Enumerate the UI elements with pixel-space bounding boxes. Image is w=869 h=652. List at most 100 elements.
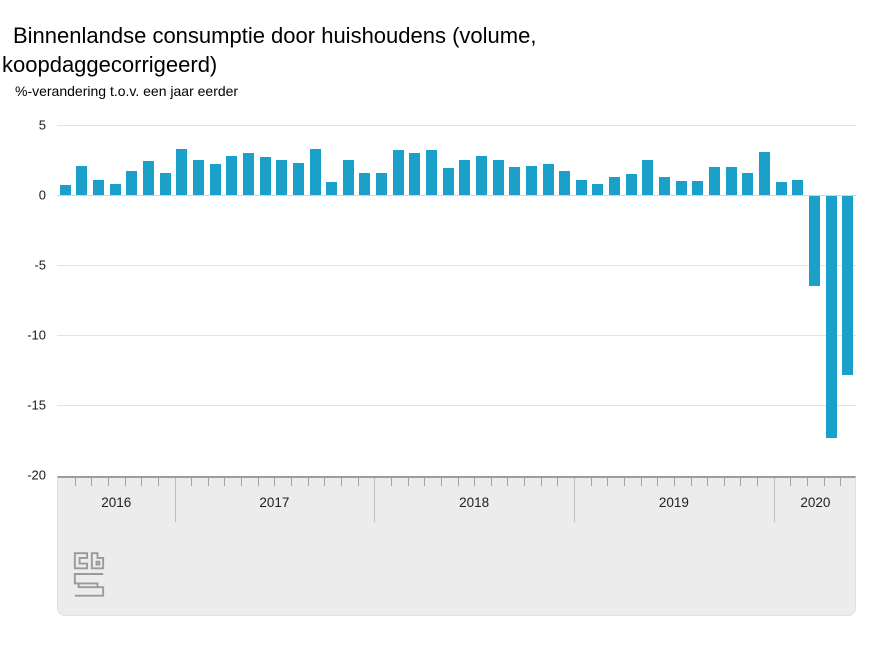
month-tick (440, 478, 442, 486)
bar[interactable] (426, 150, 438, 195)
y-axis-tick-label: -15 (27, 397, 46, 413)
bar[interactable] (259, 157, 271, 195)
bar[interactable] (692, 181, 704, 195)
bar[interactable] (93, 179, 105, 195)
bar[interactable] (592, 183, 604, 195)
plot-area (57, 120, 856, 476)
bar[interactable] (143, 161, 155, 195)
cbs-logo (73, 552, 105, 597)
bar[interactable] (792, 179, 804, 195)
month-tick (91, 478, 93, 486)
month-tick (424, 478, 426, 486)
month-tick (707, 478, 709, 486)
y-axis-tick-label: -20 (27, 467, 46, 483)
month-tick (557, 478, 559, 486)
month-tick (823, 478, 825, 486)
y-axis-tick-label: -5 (34, 257, 46, 273)
bar[interactable] (392, 150, 404, 195)
month-tick (673, 478, 675, 486)
bar[interactable] (758, 151, 770, 195)
bar[interactable] (725, 167, 737, 195)
bar[interactable] (342, 160, 354, 195)
bar[interactable] (709, 167, 720, 195)
month-tick (241, 478, 243, 486)
bar[interactable] (825, 196, 837, 439)
month-tick (457, 478, 459, 486)
year-label: 2020 (800, 495, 831, 510)
bar[interactable] (575, 179, 587, 195)
year-divider (374, 478, 376, 522)
month-tick (640, 478, 642, 486)
bar[interactable] (659, 176, 671, 195)
bar[interactable] (226, 155, 238, 195)
month-tick (274, 478, 276, 486)
bar[interactable] (642, 160, 654, 195)
bar[interactable] (542, 164, 554, 195)
bar[interactable] (775, 182, 787, 195)
month-tick (757, 478, 759, 486)
chart-title: Binnenlandse consumptie door huishoudens… (2, 22, 537, 77)
month-tick (124, 478, 126, 486)
month-tick (607, 478, 609, 486)
bar[interactable] (509, 167, 521, 195)
y-axis-tick-label: -10 (27, 327, 46, 343)
bar[interactable] (842, 196, 854, 376)
month-tick (540, 478, 542, 486)
cbs-logo-c (73, 552, 89, 570)
bar[interactable] (292, 162, 304, 195)
bar[interactable] (376, 172, 388, 195)
bar[interactable] (492, 160, 504, 195)
month-tick (407, 478, 409, 486)
bar[interactable] (276, 160, 288, 195)
month-tick (790, 478, 792, 486)
month-tick (107, 478, 109, 486)
bar[interactable] (192, 160, 204, 195)
zero-gridline (57, 195, 856, 196)
bar[interactable] (326, 182, 338, 195)
bar[interactable] (176, 148, 188, 195)
bar[interactable] (309, 148, 321, 195)
year-label: 2016 (101, 495, 132, 510)
year-label: 2019 (658, 495, 689, 510)
month-tick (257, 478, 259, 486)
month-tick (657, 478, 659, 486)
bar[interactable] (359, 172, 371, 195)
month-tick (191, 478, 193, 486)
month-tick (157, 478, 159, 486)
bar[interactable] (409, 153, 421, 195)
month-tick (490, 478, 492, 486)
bar[interactable] (625, 174, 637, 195)
month-tick (207, 478, 209, 486)
bar[interactable] (459, 160, 471, 195)
month-tick (723, 478, 725, 486)
y-axis-unit-label: %-verandering t.o.v. een jaar eerder (15, 83, 239, 99)
month-tick (807, 478, 809, 486)
bar[interactable] (159, 172, 171, 195)
month-tick (74, 478, 76, 486)
month-tick (224, 478, 226, 486)
y-axis-labels: 5 0 -5 -10 -15 -20 (0, 118, 46, 483)
year-divider (574, 478, 576, 522)
bar[interactable] (59, 185, 71, 195)
bar[interactable] (242, 153, 254, 195)
bar[interactable] (126, 171, 138, 195)
bar[interactable] (808, 196, 820, 286)
bar[interactable] (442, 168, 454, 195)
bar[interactable] (525, 165, 537, 195)
bar[interactable] (209, 164, 221, 195)
gridline (57, 125, 856, 126)
bar[interactable] (675, 181, 687, 195)
cbs-logo-b (90, 552, 105, 570)
bar[interactable] (475, 155, 487, 195)
year-label: 2017 (259, 495, 290, 510)
y-axis-tick-label: 0 (38, 187, 46, 203)
bar[interactable] (742, 172, 754, 195)
bar[interactable] (609, 176, 621, 195)
cbs-logo-s (73, 573, 105, 597)
cbs-logo-b-hole (95, 560, 101, 566)
bar[interactable] (559, 171, 571, 195)
bar[interactable] (109, 183, 121, 195)
bar[interactable] (76, 165, 88, 195)
gridline (57, 265, 856, 266)
month-tick (474, 478, 476, 486)
